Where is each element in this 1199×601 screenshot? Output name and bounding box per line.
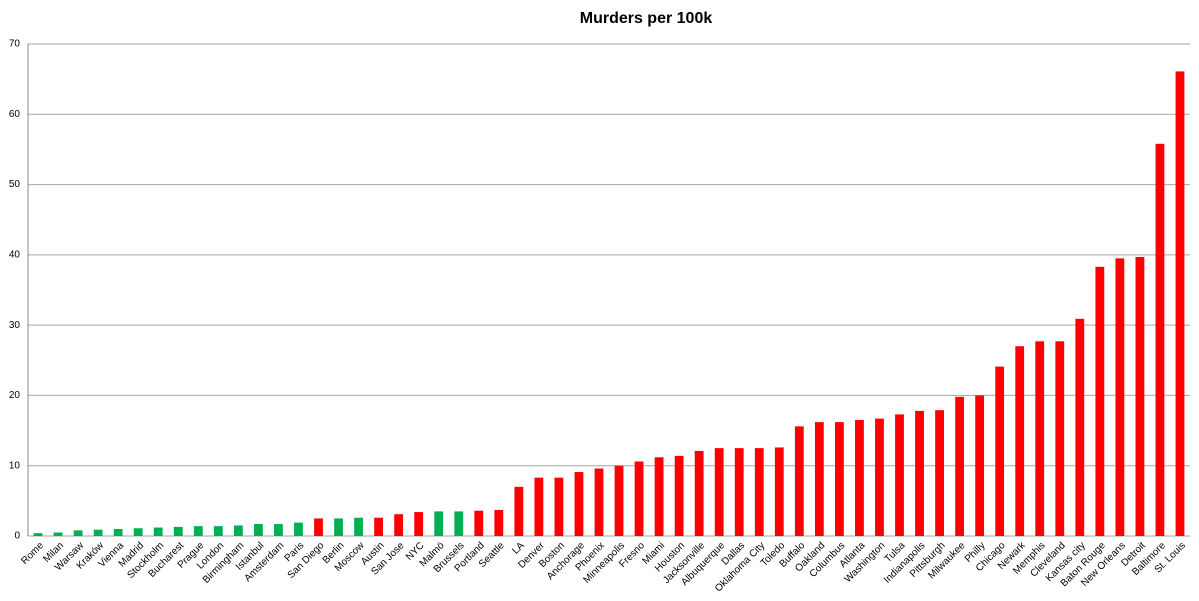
bar bbox=[434, 511, 444, 536]
bar bbox=[975, 395, 985, 536]
bar bbox=[814, 422, 824, 536]
y-tick-label: 0 bbox=[14, 531, 20, 542]
bar bbox=[734, 448, 744, 536]
bar bbox=[334, 518, 343, 536]
bar bbox=[354, 517, 363, 536]
bar bbox=[233, 525, 243, 536]
bar bbox=[1075, 318, 1085, 536]
bar bbox=[895, 414, 904, 536]
bar bbox=[274, 524, 283, 536]
bar bbox=[534, 477, 544, 536]
bar bbox=[855, 420, 864, 536]
bar bbox=[654, 457, 664, 536]
bar bbox=[674, 455, 684, 536]
bar bbox=[1055, 341, 1065, 536]
bar bbox=[474, 510, 484, 536]
bar bbox=[1175, 71, 1185, 536]
bar bbox=[694, 450, 704, 536]
bar bbox=[714, 448, 724, 536]
y-tick-label: 30 bbox=[9, 320, 21, 331]
bar bbox=[394, 514, 404, 536]
bar bbox=[1135, 256, 1145, 536]
bar bbox=[113, 528, 123, 536]
bar bbox=[995, 366, 1005, 536]
bar bbox=[774, 447, 784, 536]
bar bbox=[935, 410, 944, 536]
y-tick-label: 50 bbox=[9, 179, 21, 190]
bar bbox=[915, 410, 924, 536]
bar bbox=[614, 465, 624, 536]
bar bbox=[454, 511, 464, 536]
bar bbox=[213, 526, 223, 536]
y-tick-label: 10 bbox=[9, 460, 21, 471]
bar bbox=[1015, 346, 1025, 536]
bar bbox=[1155, 143, 1165, 536]
bar bbox=[574, 472, 584, 536]
bar bbox=[314, 518, 323, 536]
bar bbox=[93, 529, 103, 536]
bar bbox=[173, 526, 183, 536]
chart-title: Murders per 100k bbox=[580, 10, 713, 27]
y-tick-label: 20 bbox=[9, 390, 21, 401]
y-tick-label: 40 bbox=[9, 249, 21, 260]
bar bbox=[875, 418, 884, 536]
bar bbox=[1035, 341, 1045, 536]
bar bbox=[594, 468, 604, 536]
bar bbox=[794, 426, 804, 536]
bar bbox=[514, 486, 524, 536]
x-tick-label: Rome bbox=[19, 540, 46, 567]
bar bbox=[634, 461, 644, 536]
bar bbox=[53, 532, 63, 536]
bar bbox=[294, 522, 303, 536]
bar bbox=[33, 533, 43, 536]
bar bbox=[1115, 258, 1125, 536]
y-tick-label: 60 bbox=[9, 109, 21, 120]
bar bbox=[1095, 266, 1105, 536]
bar bbox=[834, 422, 844, 536]
bar bbox=[494, 509, 504, 536]
bar bbox=[153, 527, 163, 536]
y-tick-label: 70 bbox=[9, 39, 21, 50]
bar bbox=[133, 528, 143, 536]
bar bbox=[193, 526, 203, 536]
bar bbox=[554, 477, 564, 536]
bar bbox=[754, 448, 764, 536]
bar bbox=[253, 524, 263, 536]
bar bbox=[414, 512, 424, 536]
bar bbox=[374, 517, 384, 536]
bar bbox=[955, 396, 965, 536]
bar bbox=[73, 530, 83, 536]
